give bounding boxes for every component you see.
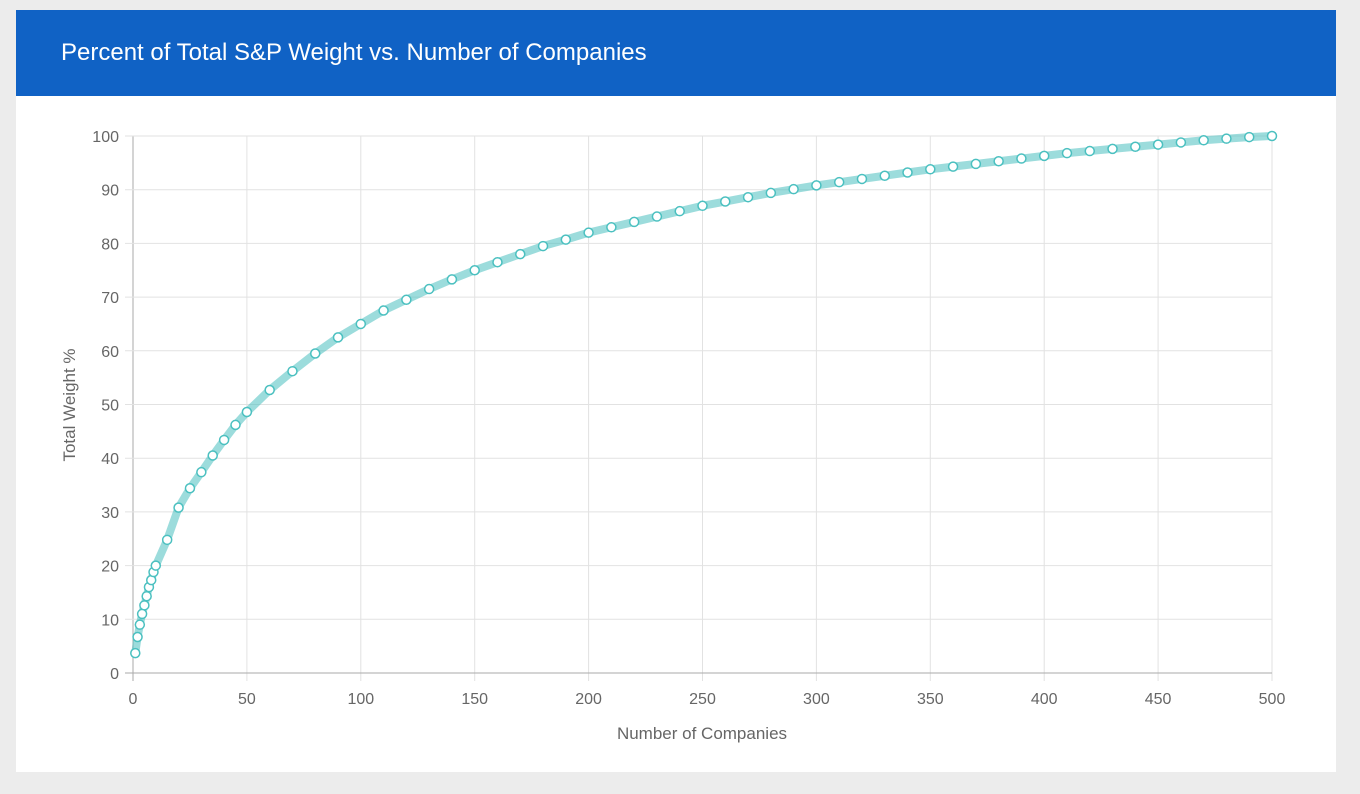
- series-line: [131, 132, 1276, 658]
- data-point: [1221, 133, 1232, 144]
- data-point: [196, 466, 207, 478]
- data-point: [309, 348, 321, 359]
- y-tick-label: 90: [101, 183, 119, 200]
- data-point: [1061, 147, 1073, 159]
- data-point: [141, 590, 152, 602]
- y-tick-label: 30: [101, 505, 119, 522]
- y-tick-label: 50: [101, 398, 119, 415]
- data-point: [833, 176, 845, 188]
- x-axis-label: Number of Companies: [617, 724, 787, 743]
- data-point: [492, 256, 503, 268]
- x-tick-label: 400: [1031, 691, 1058, 708]
- data-point: [1198, 135, 1209, 146]
- data-point: [902, 167, 913, 178]
- data-point: [332, 332, 344, 343]
- data-point: [742, 191, 754, 203]
- y-tick-label: 70: [101, 290, 119, 307]
- tick-labels: 0 50 100 150 200 250 300 350 400 450 500 0 10 20 30 40 5…: [92, 129, 1285, 708]
- data-point: [651, 211, 663, 222]
- data-point: [230, 419, 241, 431]
- data-point: [537, 240, 549, 252]
- data-point: [469, 265, 480, 276]
- data-point: [161, 534, 173, 546]
- data-point: [355, 318, 367, 330]
- data-point: [139, 600, 150, 611]
- data-point: [1130, 141, 1141, 152]
- data-point: [560, 234, 572, 245]
- data-point: [378, 305, 389, 316]
- data-point: [811, 180, 822, 191]
- data-point: [788, 183, 799, 195]
- data-point: [925, 164, 936, 175]
- data-point: [720, 196, 731, 207]
- data-point: [132, 631, 143, 643]
- data-point: [134, 619, 146, 630]
- x-tick-label: 150: [461, 691, 488, 708]
- data-point: [1266, 130, 1278, 142]
- grid: [125, 135, 1273, 681]
- chart-card: Percent of Total S&P Weight vs. Number o…: [16, 10, 1336, 772]
- x-tick-label: 0: [129, 691, 138, 708]
- data-point: [423, 283, 435, 295]
- data-point: [136, 608, 148, 620]
- y-tick-label: 100: [92, 129, 119, 146]
- data-point: [1152, 139, 1164, 150]
- x-tick-label: 450: [1145, 691, 1172, 708]
- y-tick-label: 60: [101, 344, 119, 361]
- data-point: [241, 406, 253, 418]
- data-point: [401, 294, 412, 306]
- x-tick-label: 50: [238, 691, 256, 708]
- data-point: [674, 205, 685, 217]
- data-point: [1175, 137, 1187, 148]
- data-point: [207, 450, 218, 461]
- data-point: [765, 187, 777, 199]
- data-point: [947, 161, 959, 172]
- data-point: [628, 216, 640, 228]
- data-series: [130, 130, 1278, 659]
- data-point: [515, 248, 526, 260]
- x-tick-label: 100: [347, 691, 374, 708]
- data-point: [1107, 143, 1118, 155]
- data-point: [856, 173, 868, 185]
- data-point: [446, 274, 458, 285]
- data-point: [970, 158, 982, 170]
- data-point: [879, 170, 890, 181]
- x-tick-label: 300: [803, 691, 830, 708]
- y-axis-label: Total Weight %: [60, 348, 79, 461]
- data-point: [583, 227, 594, 238]
- data-point: [697, 200, 708, 212]
- x-tick-label: 500: [1259, 691, 1286, 708]
- data-point: [150, 560, 162, 571]
- y-tick-label: 80: [101, 236, 119, 253]
- x-tick-label: 250: [689, 691, 716, 708]
- data-point: [1084, 145, 1096, 157]
- data-point: [264, 384, 275, 396]
- x-tick-label: 200: [575, 691, 602, 708]
- data-point: [1038, 150, 1050, 162]
- y-tick-label: 10: [101, 612, 119, 629]
- data-point: [130, 647, 141, 659]
- x-tick-label: 350: [917, 691, 944, 708]
- chart-title: Percent of Total S&P Weight vs. Number o…: [16, 10, 1336, 96]
- data-point: [1016, 153, 1027, 164]
- data-point: [173, 502, 184, 513]
- data-point: [184, 483, 196, 494]
- y-tick-label: 20: [101, 559, 119, 576]
- data-point: [1243, 131, 1255, 143]
- y-tick-label: 40: [101, 451, 119, 468]
- data-point: [287, 365, 298, 377]
- y-tick-label: 0: [110, 666, 119, 683]
- data-point: [218, 434, 230, 446]
- data-point: [993, 155, 1004, 167]
- data-point: [606, 222, 617, 233]
